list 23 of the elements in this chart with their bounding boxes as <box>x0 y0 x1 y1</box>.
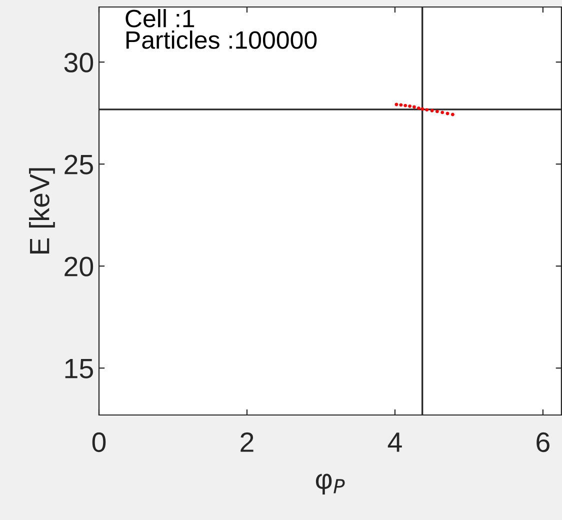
point <box>425 108 428 112</box>
point <box>404 104 408 108</box>
point <box>450 112 454 116</box>
point <box>399 103 403 107</box>
x-axis-title: φ$_{P}$ <box>316 474 345 494</box>
point <box>440 110 444 114</box>
annotation: Cell :1 <box>126 9 194 28</box>
y-tick-label: 20 <box>64 256 94 276</box>
y-tick-label: 25 <box>64 154 93 174</box>
y-tick-label: 15 <box>65 359 93 378</box>
x-tick-label: 0 <box>92 432 106 452</box>
point <box>435 110 439 114</box>
x-tick-label: 6 <box>536 432 550 452</box>
point <box>408 104 412 108</box>
y-axis-title: E [keV] <box>29 168 55 254</box>
annotation: Particles :100000 <box>126 30 317 49</box>
x-tick-label: 4 <box>388 432 402 452</box>
point <box>420 107 424 111</box>
y-tick-label: 30 <box>64 52 94 72</box>
point <box>416 106 420 110</box>
point <box>430 108 434 112</box>
point <box>412 105 416 109</box>
x-tick-label: 2 <box>240 432 254 452</box>
